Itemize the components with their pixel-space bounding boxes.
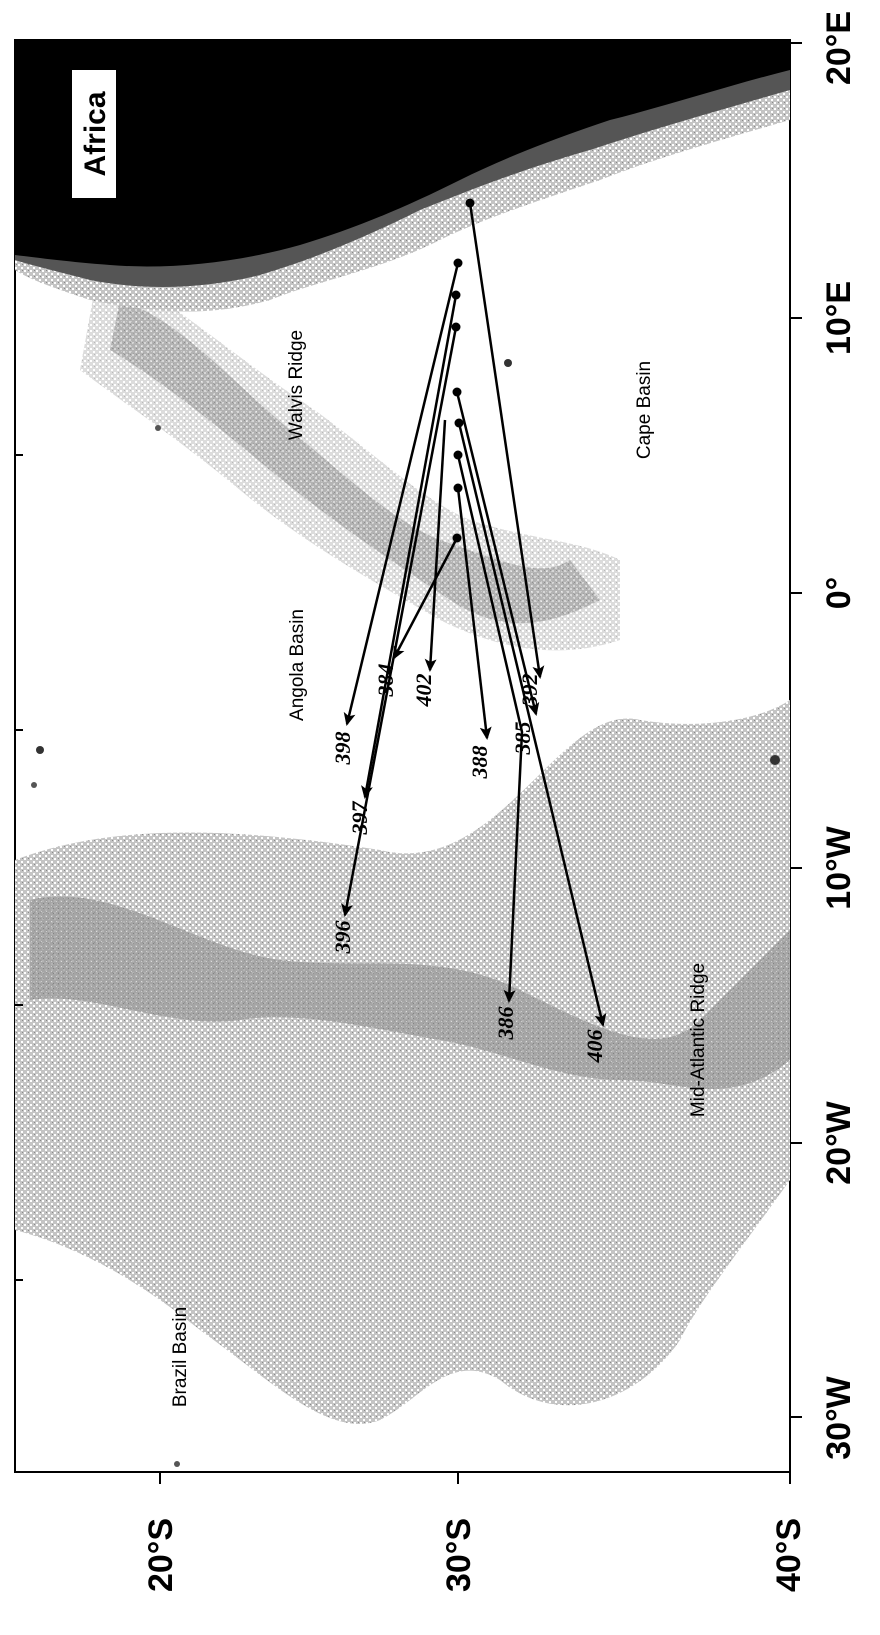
seamount-dot (31, 782, 37, 788)
track-402 (424, 419, 447, 672)
track-406 (457, 422, 607, 1027)
deployment-point (451, 322, 461, 332)
float-label-402: 402 (411, 674, 436, 708)
seamount-dot (770, 755, 780, 765)
deployment-point (453, 450, 463, 460)
float-label-386: 386 (493, 1007, 518, 1041)
africa-label: Africa (79, 91, 112, 176)
track-386-path (456, 454, 524, 1003)
float-label-392: 392 (517, 674, 542, 708)
lon-label-20w: 20°W (820, 1100, 858, 1184)
track-388 (456, 487, 492, 740)
float-label-398: 398 (330, 732, 355, 766)
deployment-point (451, 290, 461, 300)
float-trajectories (341, 202, 607, 1027)
mid-atlantic-ridge-label: Mid-Atlantic Ridge (688, 963, 709, 1117)
float-label-385: 385 (510, 722, 535, 756)
deployment-point (452, 387, 462, 397)
mid-atlantic-ridge-crest (30, 896, 790, 1089)
lat-label-20s: 20°S (142, 1518, 180, 1592)
mid-atlantic-ridge-bathymetry (15, 700, 790, 1424)
angola-basin-label: Angola Basin (287, 609, 308, 721)
deployment-point (452, 533, 462, 543)
lat-label-40s: 40°S (770, 1518, 808, 1592)
deployment-point (465, 198, 475, 208)
walvis-ridge-label: Walvis Ridge (286, 330, 307, 440)
axis-ticks (15, 40, 802, 1484)
lon-label-30w: 30°W (820, 1375, 858, 1459)
float-label-384: 384 (373, 664, 398, 698)
track-392 (468, 202, 545, 679)
lat-label-30s: 30°S (440, 1518, 478, 1592)
brazil-basin-label: Brazil Basin (170, 1307, 191, 1407)
deployment-points (451, 198, 475, 543)
track-397 (361, 294, 458, 799)
track-384 (392, 537, 459, 660)
seamount-dot (504, 359, 512, 367)
deployment-point (454, 418, 464, 428)
cape-basin-label: Cape Basin (634, 361, 655, 459)
track-398 (343, 262, 460, 726)
deployment-point (453, 258, 463, 268)
lon-label-0: 0° (820, 577, 858, 610)
lon-label-20e: 20°E (820, 11, 858, 85)
lon-label-10e: 10°E (820, 281, 858, 355)
float-label-396: 396 (330, 921, 355, 955)
seamount-dot (155, 425, 161, 431)
track-396 (341, 326, 458, 917)
africa-label-box (72, 70, 116, 198)
float-label-406: 406 (582, 1030, 607, 1064)
seamount-dot (174, 1461, 180, 1467)
float-label-397: 397 (347, 801, 372, 836)
africa-landmass (15, 40, 790, 267)
float-label-388: 388 (467, 746, 492, 780)
seamount-dot (36, 746, 44, 754)
walvis-ridge-fringe (80, 260, 620, 651)
track-385 (455, 391, 540, 716)
lon-label-10w: 10°W (820, 825, 858, 909)
deployment-point (453, 483, 463, 493)
